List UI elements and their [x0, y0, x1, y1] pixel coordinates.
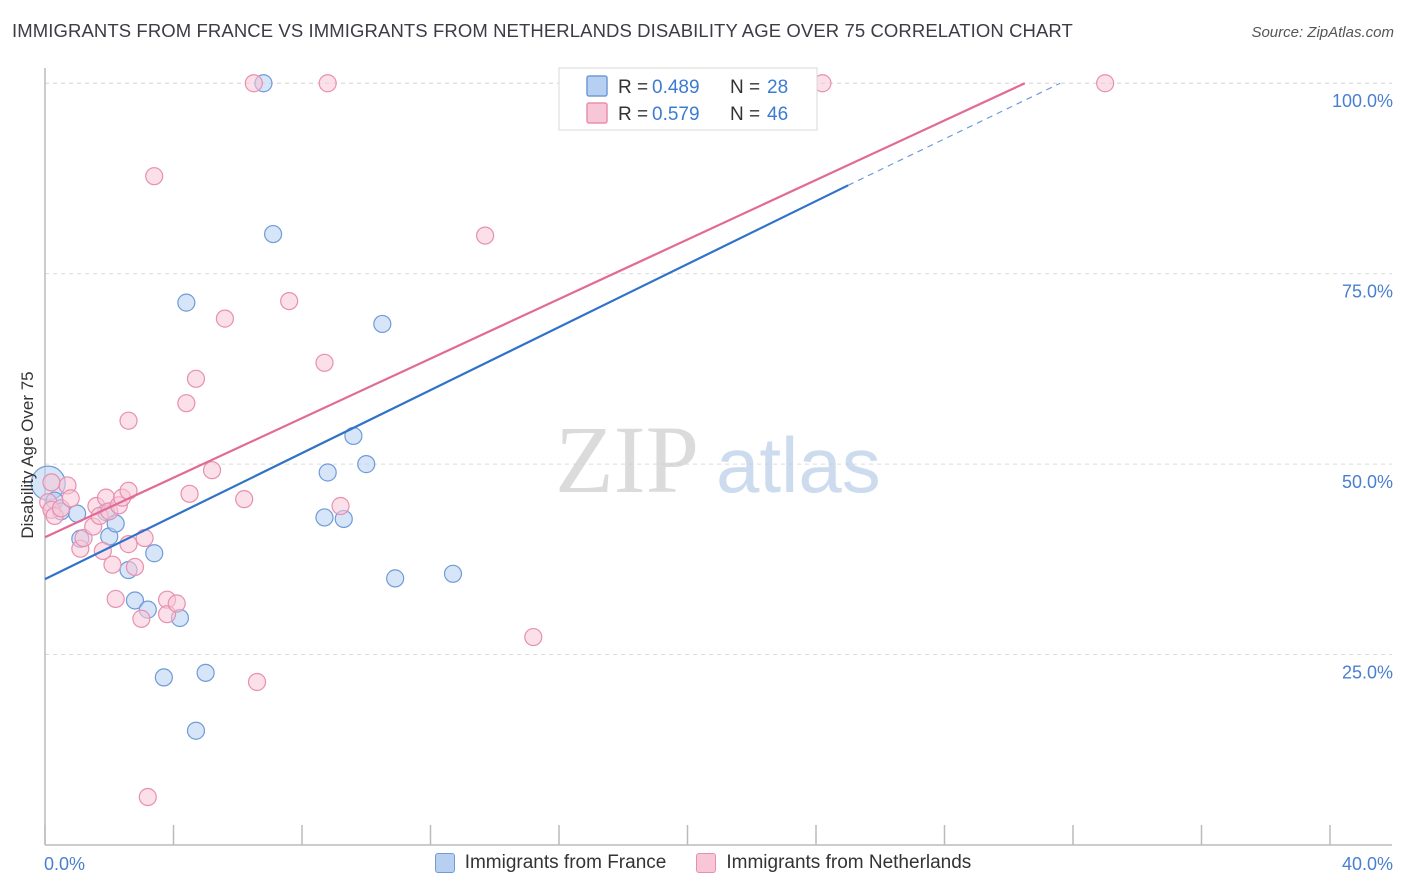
point-netherlands — [167, 594, 186, 613]
point-netherlands — [244, 74, 263, 93]
point-netherlands — [103, 555, 122, 574]
point-netherlands — [318, 74, 337, 93]
point-netherlands — [61, 489, 80, 508]
y-tick-label: 25.0% — [1342, 663, 1393, 683]
legend-r-value-france: 0.489 — [652, 77, 700, 98]
legend-label-france: Immigrants from France — [464, 852, 667, 873]
point-france — [263, 224, 283, 244]
point-france — [186, 721, 206, 740]
legend-swatch-netherlands — [586, 102, 608, 124]
correlation-legend: R = 0.489 N = 28 R = 0.579 N = 46 — [558, 67, 818, 131]
chart-title: IMMIGRANTS FROM FRANCE VS IMMIGRANTS FRO… — [12, 20, 1073, 41]
y-tick-label: 75.0% — [1342, 282, 1393, 302]
point-netherlands — [145, 167, 164, 186]
legend-item-netherlands: Immigrants from Netherlands — [696, 852, 971, 874]
legend-r-label-netherlands: R = — [618, 104, 648, 125]
point-france — [315, 508, 334, 527]
legend-swatch-netherlands-bottom — [696, 853, 717, 873]
x-tick-label-max: 40.0% — [1342, 854, 1393, 874]
point-france — [125, 591, 145, 610]
trendline-netherlands — [44, 82, 1026, 539]
tick-labels: 25.0% 50.0% 75.0% 100.0% 0.0% 40.0% — [44, 91, 1393, 874]
point-france — [196, 663, 215, 682]
legend-r-value-netherlands: 0.579 — [652, 104, 700, 125]
point-france — [357, 455, 376, 474]
point-france — [145, 544, 164, 563]
point-netherlands — [119, 411, 138, 430]
y-axis-label: Disability Age Over 75 — [18, 371, 37, 538]
point-france — [318, 463, 337, 482]
legend-n-label-netherlands: N = — [730, 104, 760, 125]
point-netherlands — [1096, 74, 1115, 93]
watermark-atlas: atlas — [716, 421, 881, 509]
point-netherlands — [280, 292, 299, 311]
point-netherlands — [247, 672, 267, 692]
point-netherlands — [315, 353, 334, 372]
legend-n-value-france: 28 — [767, 77, 788, 98]
point-netherlands — [524, 627, 543, 647]
legend-item-france: Immigrants from France — [434, 852, 667, 874]
grid-lines — [45, 82, 1392, 656]
point-netherlands — [180, 484, 199, 503]
point-netherlands — [42, 473, 61, 492]
point-france — [154, 668, 173, 687]
point-netherlands — [186, 369, 206, 388]
legend-swatch-france — [586, 75, 608, 97]
point-france — [443, 564, 463, 583]
series-legend: Immigrants from France Immigrants from N… — [0, 852, 1406, 874]
point-france — [177, 293, 196, 312]
trend-lines — [44, 82, 1061, 581]
point-france — [373, 314, 392, 334]
point-netherlands — [138, 787, 157, 807]
point-netherlands — [202, 461, 222, 480]
point-netherlands — [177, 394, 196, 413]
point-netherlands — [215, 309, 234, 328]
point-netherlands — [235, 490, 254, 509]
watermark-zip: ZIP — [555, 406, 699, 513]
legend-r-label-france: R = — [618, 77, 648, 98]
source-label: Source: ZipAtlas.com — [1251, 24, 1394, 41]
trendline-france-extension — [847, 82, 1061, 186]
point-netherlands — [331, 496, 350, 516]
y-tick-label: 100.0% — [1332, 91, 1393, 111]
legend-n-label-france: N = — [730, 77, 760, 98]
point-netherlands — [125, 557, 145, 577]
x-tick-label-min: 0.0% — [44, 854, 85, 874]
trendline-france — [44, 184, 849, 581]
legend-swatch-france-bottom — [434, 853, 455, 873]
point-netherlands — [106, 589, 125, 609]
legend-label-netherlands: Immigrants from Netherlands — [726, 852, 972, 873]
legend-n-value-netherlands: 46 — [767, 104, 788, 125]
y-tick-label: 50.0% — [1342, 472, 1393, 492]
point-netherlands — [476, 226, 495, 245]
point-netherlands — [132, 609, 151, 628]
axes — [44, 68, 1392, 846]
point-france — [386, 569, 405, 588]
